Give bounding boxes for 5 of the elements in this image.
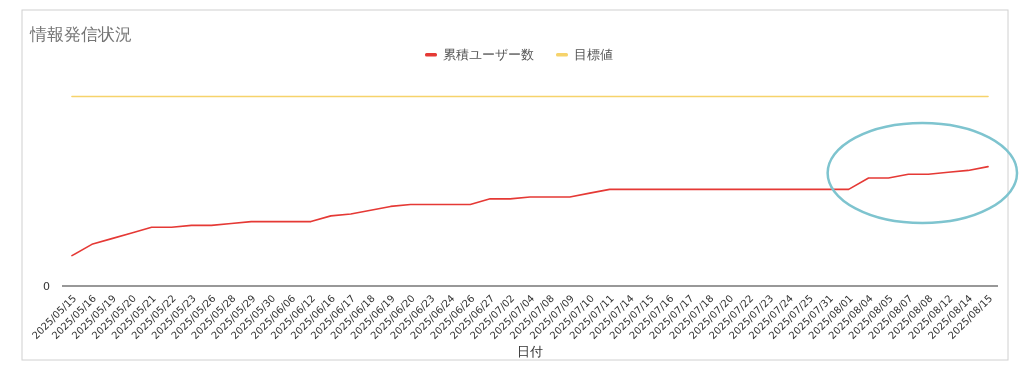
chart-title: 情報発信状況 xyxy=(29,24,132,44)
x-axis-title: 日付 xyxy=(517,344,543,359)
text: 0 xyxy=(43,280,50,293)
legend-label: 累積ユーザー数 xyxy=(443,47,534,62)
legend-label: 目標値 xyxy=(574,47,613,62)
